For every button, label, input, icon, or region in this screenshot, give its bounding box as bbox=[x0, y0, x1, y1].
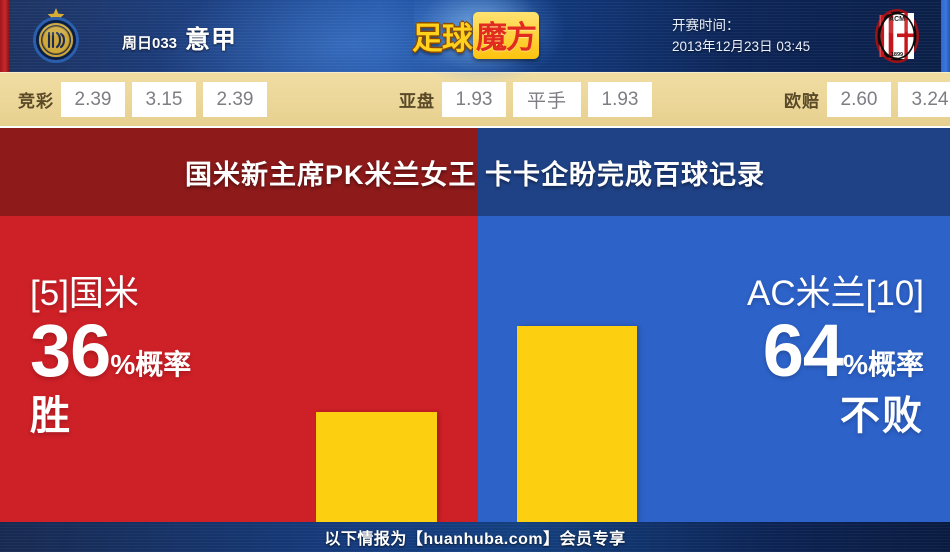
odds-cell-handicap[interactable]: 平手 bbox=[513, 82, 581, 117]
ac-milan-crest-icon: ACM 1899 bbox=[868, 6, 926, 66]
match-round-label: 周日033 bbox=[122, 35, 178, 52]
home-outcome-label: 胜 bbox=[30, 394, 72, 438]
membership-footer: 以下情报为【huanhuba.com】会员专享 bbox=[0, 522, 950, 552]
away-probability: 64 %概率 bbox=[747, 309, 924, 392]
odds-cell-home[interactable]: 2.39 bbox=[61, 82, 125, 117]
brand-logo-part-b: 魔方 bbox=[473, 12, 539, 59]
brand-logo-text: 足球 魔方 bbox=[412, 12, 539, 59]
match-league-label: 意甲 bbox=[185, 26, 238, 54]
away-probability-unit: %概率 bbox=[843, 349, 924, 380]
left-red-edge-strip bbox=[0, 0, 9, 72]
inter-milan-crest-icon bbox=[25, 6, 87, 66]
kickoff-time-value: 2013年12月23日 03:45 bbox=[672, 39, 811, 54]
odds-cell-draw[interactable]: 3.24 bbox=[898, 82, 950, 117]
probability-bar-chart: [5]国米 36 %概率 胜 AC米兰[10] 64 %概率 不败 bbox=[0, 216, 950, 522]
home-team-name: [5]国米 bbox=[30, 274, 139, 313]
away-probability-value: 64 bbox=[762, 309, 844, 392]
odds-cell-draw[interactable]: 3.15 bbox=[132, 82, 196, 117]
svg-text:1899: 1899 bbox=[891, 52, 903, 58]
svg-text:ACM: ACM bbox=[889, 16, 905, 23]
kickoff-time-block: 开赛时间： 2013年12月23日 03:45 bbox=[672, 15, 810, 57]
odds-group-label: 欧赔 bbox=[784, 92, 820, 111]
home-probability-bar bbox=[316, 412, 437, 522]
brand-logo-part-a: 足球 bbox=[412, 21, 473, 56]
odds-group-label: 亚盘 bbox=[399, 92, 435, 111]
headline-banner-right-half bbox=[478, 128, 950, 216]
headline-banner-left-half bbox=[0, 128, 478, 216]
away-team-stats: AC米兰[10] 64 %概率 不败 bbox=[747, 272, 924, 442]
headline-banner bbox=[0, 128, 950, 216]
odds-cell-away[interactable]: 1.93 bbox=[588, 82, 652, 117]
match-title-block: 周日033 意甲 bbox=[122, 20, 237, 56]
away-outcome-label: 不败 bbox=[840, 394, 924, 438]
odds-group-jingcai: 竞彩 2.39 3.15 2.39 bbox=[18, 82, 274, 117]
right-blue-edge-strip bbox=[941, 0, 950, 72]
home-team-stats: [5]国米 36 %概率 胜 bbox=[30, 272, 191, 442]
odds-cell-home[interactable]: 1.93 bbox=[442, 82, 506, 117]
away-team-name: AC米兰[10] bbox=[747, 274, 924, 313]
odds-cell-home[interactable]: 2.60 bbox=[827, 82, 891, 117]
odds-group-label: 竞彩 bbox=[18, 92, 54, 111]
home-probability: 36 %概率 bbox=[30, 309, 192, 392]
odds-group-oupei: 欧赔 2.60 3.24 2.64 bbox=[784, 82, 950, 117]
home-probability-value: 36 bbox=[30, 309, 111, 392]
odds-group-yapan: 亚盘 1.93 平手 1.93 bbox=[399, 82, 659, 117]
kickoff-time-label: 开赛时间： bbox=[672, 18, 740, 33]
home-probability-unit: %概率 bbox=[110, 349, 192, 380]
headline-text: 国米新主席PK米兰女王 卡卡企盼完成百球记录 bbox=[184, 159, 765, 190]
away-probability-bar bbox=[517, 326, 637, 522]
brand-logo[interactable]: 足球 魔方 bbox=[404, 0, 564, 84]
membership-note: 以下情报为【huanhuba.com】会员专享 bbox=[324, 531, 626, 548]
odds-cell-away[interactable]: 2.39 bbox=[203, 82, 267, 117]
